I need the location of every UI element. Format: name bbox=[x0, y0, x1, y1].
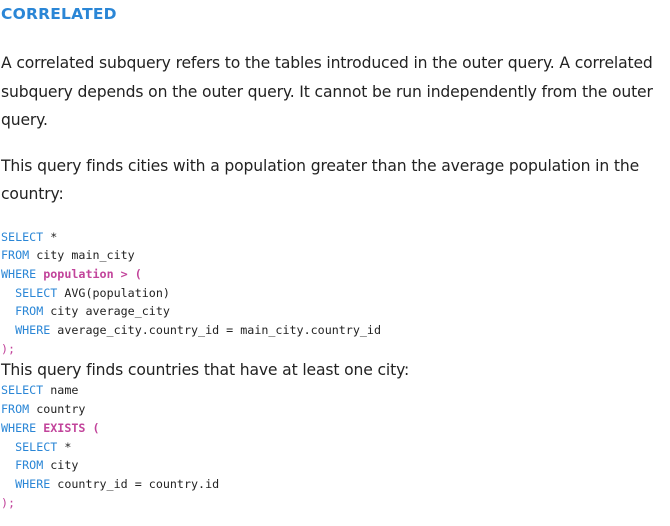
code-block-countries: SELECT name FROM country WHERE EXISTS ( … bbox=[1, 383, 220, 510]
keyword: WHERE bbox=[1, 266, 37, 281]
closing-paren: ); bbox=[1, 341, 16, 356]
keyword: SELECT bbox=[15, 439, 58, 454]
keyword: FROM bbox=[1, 248, 30, 263]
example1-description: This query finds cities with a populatio… bbox=[1, 156, 640, 204]
intro-paragraph: A correlated subquery refers to the tabl… bbox=[1, 54, 653, 129]
section-heading: CORRELATED bbox=[1, 5, 117, 23]
cheat-sheet-section: CORRELATED A correlated subquery refers … bbox=[1, 5, 653, 510]
example2-description: This query finds countries that have at … bbox=[1, 361, 410, 380]
closing-paren: ); bbox=[1, 495, 16, 510]
keyword: WHERE bbox=[15, 476, 51, 491]
keyword: SELECT bbox=[15, 285, 58, 300]
code-block-cities: SELECT * FROM city main_city WHERE popul… bbox=[1, 229, 381, 356]
keyword: FROM bbox=[15, 304, 44, 319]
keyword: FROM bbox=[1, 402, 30, 417]
keyword: SELECT bbox=[1, 229, 44, 244]
highlighted-condition: population > ( bbox=[43, 266, 142, 281]
highlighted-condition: EXISTS ( bbox=[43, 420, 100, 435]
keyword: SELECT bbox=[1, 383, 44, 398]
keyword: FROM bbox=[15, 458, 44, 473]
keyword: WHERE bbox=[15, 323, 51, 338]
keyword: WHERE bbox=[1, 420, 37, 435]
